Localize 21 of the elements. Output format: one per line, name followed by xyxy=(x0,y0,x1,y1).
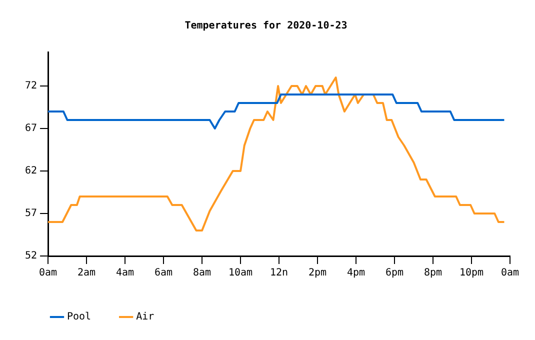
y-tick-label: 52 xyxy=(24,250,38,262)
chart-title: Temperatures for 2020-10-23 xyxy=(184,20,348,32)
x-tick-label: 8pm xyxy=(424,268,442,279)
x-tick-label: 4pm xyxy=(346,268,366,279)
x-tick-label: 10am xyxy=(228,268,253,279)
x-tick-label: 0am xyxy=(39,268,58,279)
y-tick-label: 57 xyxy=(24,208,38,220)
x-tick-label: 10pm xyxy=(459,268,484,279)
x-tick-label: 6pm xyxy=(385,268,404,279)
x-tick-label: 2am xyxy=(78,268,96,279)
y-tick-label: 72 xyxy=(24,80,38,92)
y-tick-label: 67 xyxy=(24,123,38,134)
x-tick-label: 2pm xyxy=(308,268,327,279)
x-tick-label: 6am xyxy=(154,268,173,279)
x-tick-label: 4am xyxy=(116,268,134,279)
legend-label: Air xyxy=(136,312,154,323)
legend-label: Pool xyxy=(67,312,92,323)
y-tick-label: 62 xyxy=(24,166,38,177)
x-tick-label: 12n xyxy=(270,268,288,279)
x-tick-label: 8am xyxy=(192,268,212,279)
x-tick-label: 0am xyxy=(500,268,520,279)
